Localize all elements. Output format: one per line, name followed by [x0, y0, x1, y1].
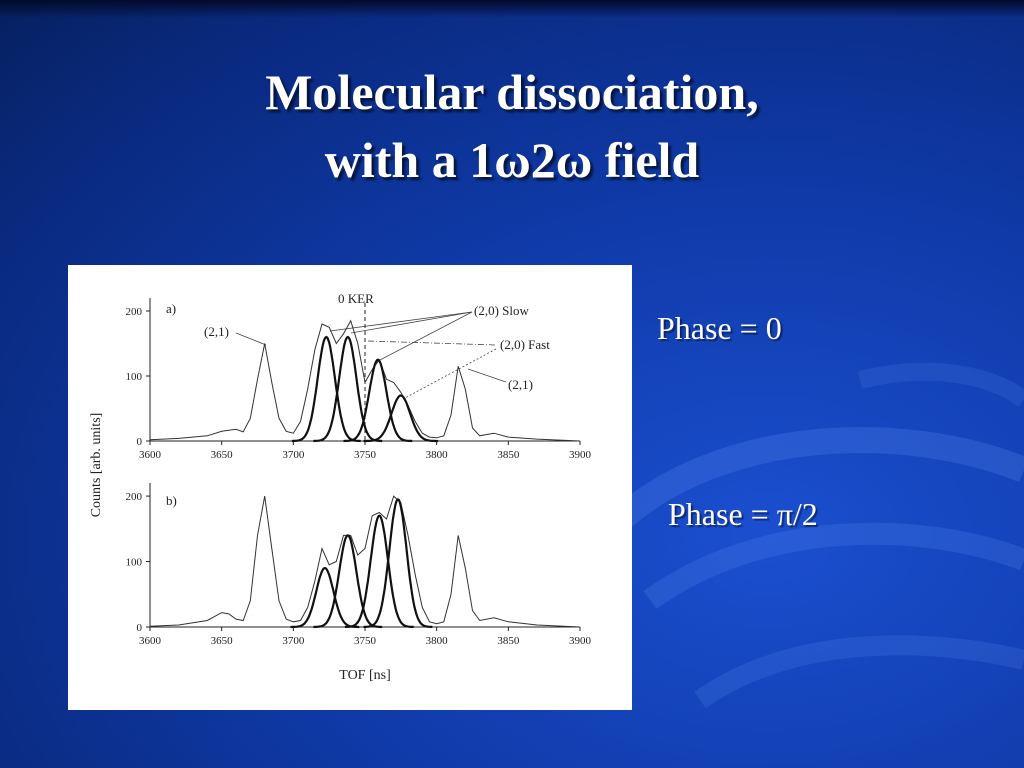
panel-b: b) 3600 3650 3700 3750 3800 3850 3900 0 100 200: [126, 483, 592, 647]
x-tick-label: 3650: [211, 635, 234, 647]
arrow-slow-2: [350, 311, 473, 334]
gaussian-fit-curve: [363, 394, 439, 443]
x-tick-label: 3650: [211, 449, 234, 461]
y-tick-label: 0: [137, 622, 143, 634]
panel-a-label: a): [166, 301, 176, 316]
x-tick-label: 3600: [139, 449, 162, 461]
x-tick-label: 3600: [139, 635, 162, 647]
zero-ker-label: 0 KER: [338, 291, 374, 306]
panel-b-y-ticks: 0 100 200: [126, 491, 150, 634]
panel-a-y-ticks: 0 100 200: [126, 306, 150, 448]
x-tick-label: 3900: [569, 449, 592, 461]
gaussian-fit-curve: [343, 358, 413, 443]
y-tick-label: 200: [126, 491, 143, 503]
panel-a: a) 3600 3650 3700 3750 3800 3850 3900 0100200 …: [126, 291, 592, 461]
panel-a-plot: [149, 319, 581, 443]
arrow-fast-2: [402, 348, 497, 400]
x-tick-label: 3750: [354, 635, 377, 647]
gaussian-fit-curve: [313, 335, 383, 443]
phase-pi-half-label: Phase = π/2: [668, 496, 818, 532]
slide-title-line1: Molecular dissociation,: [265, 64, 759, 120]
arrow-fast: [367, 340, 497, 346]
gaussian-fit-curve: [363, 498, 433, 629]
y-tick-label: 200: [126, 306, 143, 318]
y-axis-label: Counts [arb. units]: [89, 413, 104, 518]
panel-b-plot: [149, 495, 581, 629]
x-tick-label: 3900: [569, 635, 592, 647]
x-axis-label: TOF [ns]: [339, 668, 390, 683]
measured-spectrum-line: [149, 319, 581, 442]
phase-zero-label: Phase = 0: [657, 310, 782, 346]
arrow-slow-1: [329, 311, 473, 332]
x-tick-label: 3800: [426, 635, 449, 647]
y-tick-label: 100: [126, 371, 143, 383]
gaussian-fit-curve: [344, 514, 414, 629]
x-tick-label: 3850: [497, 635, 520, 647]
annotation-2-1-right: (2,1): [508, 377, 533, 392]
y-tick-label: 0: [137, 436, 143, 448]
top-shadow-band: [0, 0, 1024, 18]
x-tick-label: 3850: [497, 449, 520, 461]
x-tick-label: 3700: [282, 635, 305, 647]
annotation-2-1-left: (2,1): [204, 324, 229, 339]
y-tick-label: 100: [126, 557, 143, 569]
panel-b-label: b): [166, 493, 177, 508]
measured-spectrum-line: [149, 495, 581, 628]
arrow-2-1-left: [235, 332, 267, 346]
annotation-2-0-fast: (2,0) Fast: [500, 337, 550, 352]
slide-title-line2: with a 1ω2ω field: [324, 132, 700, 188]
arrow-slow-3: [377, 311, 473, 362]
annotation-2-0-slow: (2,0) Slow: [474, 303, 530, 318]
x-tick-label: 3700: [282, 449, 305, 461]
gaussian-fit-curve: [313, 534, 383, 629]
x-tick-label: 3750: [354, 449, 377, 461]
panel-b-x-ticks: 3600 3650 3700 3750 3800 3850 3900: [139, 627, 592, 647]
gaussian-fit-curve: [291, 335, 361, 443]
tof-spectra-figure: a) 3600 3650 3700 3750 3800 3850 3900 0 100 200 …: [68, 265, 632, 710]
x-tick-label: 3800: [426, 449, 449, 461]
tof-spectra-svg: a) 3600 3650 3700 3750 3800 3850 3900 0100200 …: [89, 291, 592, 683]
panel-a-x-ticks: 3600 3650 3700 3750 3800 3850 3900: [139, 441, 592, 461]
slide-title: Molecular dissociation, with a 1ω2ω fiel…: [0, 58, 1024, 194]
gaussian-fit-curve: [290, 566, 360, 629]
arrow-2-1-right: [467, 368, 507, 383]
